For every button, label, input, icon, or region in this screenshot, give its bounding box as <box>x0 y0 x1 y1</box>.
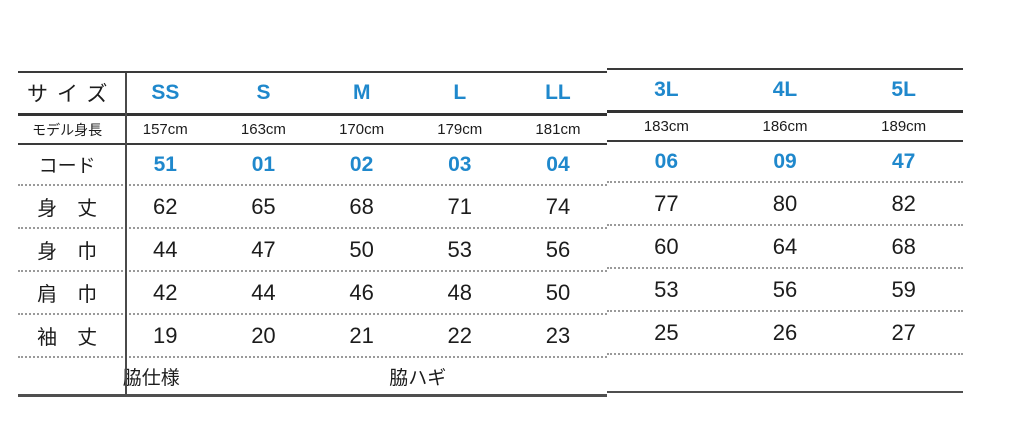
measure-cell: 27 <box>891 319 916 345</box>
code-cell: 02 <box>349 152 374 176</box>
measure-cell: 64 <box>772 233 798 259</box>
body-width-row: 身 巾 44 47 50 53 56 <box>18 229 607 272</box>
sleeve-length-row: 袖 丈 19 20 21 22 23 <box>18 315 607 358</box>
measure-cell: 46 <box>349 279 374 305</box>
column-header-3l: 3L <box>654 78 679 101</box>
measure-cell: 74 <box>545 193 571 219</box>
side-spec-row: 脇仕様 脇ハギ <box>18 358 607 394</box>
measure-cell: 62 <box>153 193 178 219</box>
size-header-label: サイズ <box>27 83 117 106</box>
side-spec-empty-cell <box>607 355 963 391</box>
column-header-4l: 4L <box>772 78 798 101</box>
model-height-cell: 163cm <box>240 121 286 138</box>
body-length-row: 77 80 82 <box>607 183 963 226</box>
side-spec-row <box>607 355 963 391</box>
model-height-row: モデル身長 157cm 163cm 170cm 179cm 181cm <box>18 116 607 145</box>
measure-cell: 26 <box>772 319 798 345</box>
measure-cell: 65 <box>251 193 276 219</box>
model-height-row: 183cm 186cm 189cm <box>607 113 963 142</box>
column-header-s: S <box>256 81 271 104</box>
measure-cell: 56 <box>545 236 571 262</box>
measure-cell: 23 <box>545 322 571 348</box>
measure-cell: 19 <box>153 322 178 348</box>
model-height-cell: 189cm <box>881 118 927 135</box>
model-height-cell: 181cm <box>535 121 581 138</box>
measure-cell: 20 <box>251 322 276 348</box>
measure-cell: 60 <box>654 233 679 259</box>
shoulder-width-row: 肩 巾 42 44 46 48 50 <box>18 272 607 315</box>
sleeve-length-row: 25 26 27 <box>607 312 963 355</box>
side-spec-value: 脇ハギ <box>389 367 447 389</box>
measure-cell: 50 <box>545 279 571 305</box>
size-table-right: 3L 4L 5L 183cm 186cm 189cm 06 09 47 77 8… <box>607 68 963 393</box>
measure-cell: 77 <box>654 190 679 216</box>
measure-cell: 53 <box>447 236 473 262</box>
row-label-shoulder-width: 肩 巾 <box>37 284 98 306</box>
code-cell: 04 <box>546 152 570 176</box>
row-label-model-height: モデル身長 <box>32 121 103 138</box>
column-header-m: M <box>352 81 371 104</box>
measure-cell: 25 <box>654 319 679 345</box>
measure-cell: 47 <box>251 236 276 262</box>
code-cell: 03 <box>448 152 472 176</box>
column-header-l: L <box>453 81 467 104</box>
measure-cell: 50 <box>349 236 374 262</box>
measure-cell: 68 <box>891 233 916 259</box>
row-label-body-width: 身 巾 <box>37 241 98 263</box>
body-width-row: 60 64 68 <box>607 226 963 269</box>
measure-cell: 53 <box>654 276 679 302</box>
label-column-divider <box>125 73 127 394</box>
measure-cell: 82 <box>891 190 916 216</box>
header-row: 3L 4L 5L <box>607 70 963 113</box>
code-cell: 09 <box>773 149 797 173</box>
measure-cell: 48 <box>447 279 473 305</box>
shoulder-width-row: 53 56 59 <box>607 269 963 312</box>
model-height-cell: 170cm <box>339 121 385 138</box>
code-cell: 06 <box>654 149 679 173</box>
measure-cell: 44 <box>153 236 178 262</box>
model-height-cell: 179cm <box>437 121 483 138</box>
model-height-cell: 186cm <box>762 118 808 135</box>
measure-cell: 44 <box>251 279 276 305</box>
row-label-code: コード <box>38 156 96 177</box>
measure-cell: 59 <box>891 276 916 302</box>
size-table-left: サイズ SS S M L LL モデル身長 157cm 163cm 170cm … <box>18 71 607 397</box>
model-height-cell: 183cm <box>643 118 689 135</box>
code-cell: 47 <box>892 149 916 173</box>
row-label-side-spec: 脇仕様 <box>122 367 180 389</box>
measure-cell: 68 <box>349 193 374 219</box>
measure-cell: 80 <box>772 190 798 216</box>
body-length-row: 身 丈 62 65 68 71 74 <box>18 186 607 229</box>
code-row: 06 09 47 <box>607 142 963 183</box>
code-cell: 01 <box>251 152 276 176</box>
measure-cell: 42 <box>153 279 178 305</box>
column-header-ll: LL <box>545 81 571 104</box>
column-header-5l: 5L <box>891 78 916 101</box>
measure-cell: 71 <box>447 193 473 219</box>
measure-cell: 21 <box>349 322 374 348</box>
model-height-cell: 157cm <box>142 121 188 138</box>
header-row: サイズ SS S M L LL <box>18 73 607 116</box>
row-label-sleeve-length: 袖 丈 <box>37 327 98 349</box>
measure-cell: 22 <box>447 322 473 348</box>
measure-cell: 56 <box>772 276 798 302</box>
row-label-body-length: 身 丈 <box>37 198 98 220</box>
code-cell: 51 <box>153 152 177 176</box>
column-header-ss: SS <box>151 81 180 104</box>
code-row: コード 51 01 02 03 04 <box>18 145 607 186</box>
